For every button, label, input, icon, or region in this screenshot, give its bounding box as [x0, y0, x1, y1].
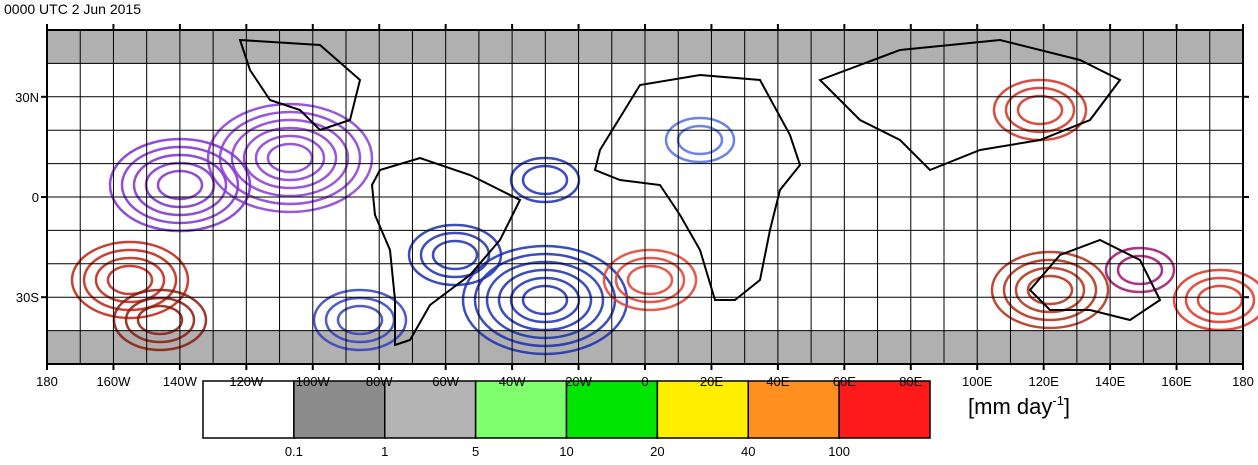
colorbar-label: 5 [472, 444, 479, 459]
contour [1184, 276, 1256, 324]
contour [336, 304, 384, 336]
contour [254, 134, 326, 182]
x-tick-label: 120W [229, 374, 264, 389]
x-tick-label: 140E [1095, 374, 1126, 389]
contour [602, 248, 698, 312]
colorbar-box [747, 380, 840, 439]
x-tick-label: 60E [833, 374, 856, 389]
x-tick-label: 40W [499, 374, 526, 389]
contour [1104, 246, 1176, 294]
contour [1004, 86, 1076, 134]
x-tick-label: 60W [432, 374, 459, 389]
colorbar-box [202, 380, 295, 439]
x-tick-label: 100W [296, 374, 331, 389]
unit-superscript: -1 [1052, 393, 1064, 408]
y-tick-label: 0 [32, 190, 39, 205]
colorbar-label: 1 [381, 444, 388, 459]
contour [1172, 268, 1258, 332]
colorbar-label: 40 [741, 444, 755, 459]
unit-text: [mm day [968, 394, 1052, 419]
contour [106, 264, 154, 296]
contour [266, 142, 314, 174]
unit-close: ] [1064, 394, 1070, 419]
unit-label: [mm day-1] [968, 393, 1070, 419]
colorbar-label: 0.1 [285, 444, 303, 459]
x-tick-label: 180 [1232, 374, 1254, 389]
colorbar-label: 20 [650, 444, 664, 459]
x-tick-label: 140W [163, 374, 198, 389]
colorbar-box [838, 380, 931, 439]
contour [218, 110, 362, 206]
x-tick-label: 80E [899, 374, 922, 389]
colorbar-box [565, 380, 659, 439]
contour [1002, 258, 1098, 322]
colorbar: 0.1 1 5 10 20 40 100 [202, 380, 931, 459]
asia [818, 38, 1122, 172]
contour [124, 296, 196, 344]
africa [593, 73, 802, 301]
contour [1026, 274, 1074, 306]
contour [1016, 94, 1064, 126]
colorbar-box [474, 380, 568, 439]
x-tick-label: 160E [1161, 374, 1192, 389]
colorbar-label: 100 [828, 444, 850, 459]
contour [419, 231, 491, 279]
contour [614, 256, 686, 304]
contour [1116, 254, 1164, 286]
title: 0000 UTC 2 Jun 2015 [4, 1, 141, 17]
contour [990, 250, 1110, 330]
contour [206, 102, 374, 214]
y-tick-label: 30N [15, 90, 39, 105]
x-tick-label: 160W [96, 374, 131, 389]
x-tick-label: 180 [36, 374, 58, 389]
x-tick-label: 100E [962, 374, 993, 389]
contour [664, 116, 736, 164]
x-tick-label: 80W [366, 374, 393, 389]
north-america [238, 38, 362, 132]
contour [94, 256, 166, 304]
contour [136, 304, 184, 336]
x-tick-label: 40E [766, 374, 789, 389]
coastlines [238, 38, 1162, 347]
x-tick-label: 120E [1028, 374, 1059, 389]
colorbar-box [656, 380, 749, 439]
y-tick-label: 30S [16, 290, 39, 305]
contour [242, 126, 338, 190]
x-tick-label: 20E [700, 374, 723, 389]
contour [431, 239, 479, 271]
contour [626, 264, 674, 296]
contour [230, 118, 350, 198]
contour [312, 288, 408, 352]
south-america [370, 156, 522, 347]
x-tick-label: 0 [641, 374, 648, 389]
contour [70, 240, 190, 320]
contour [112, 288, 208, 352]
australia [1028, 238, 1162, 322]
colorbar-label: 10 [559, 444, 573, 459]
colorbar-box [293, 380, 386, 439]
x-tick-label: 20W [565, 374, 592, 389]
colorbar-box [384, 380, 477, 439]
